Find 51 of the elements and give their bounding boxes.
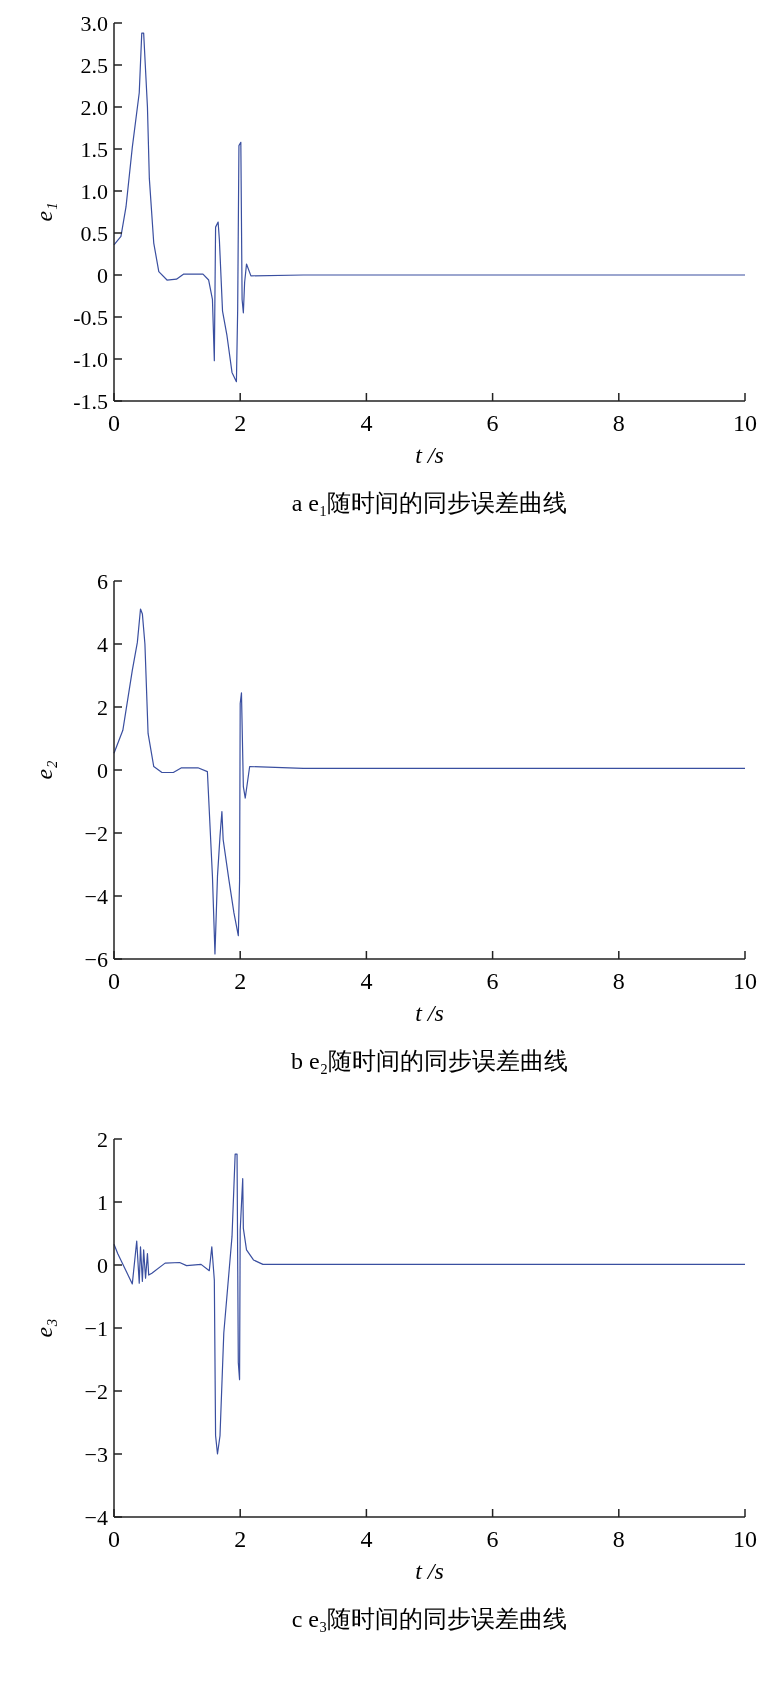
line-series <box>113 608 746 955</box>
y-tick-label: 0 <box>97 757 108 783</box>
y-tick-label: -0.5 <box>73 304 108 330</box>
x-tick-label: 6 <box>486 410 499 436</box>
y-tick-label: 1.5 <box>80 136 108 162</box>
y-tick-label: 2.5 <box>80 52 108 78</box>
y-tick-label: −1 <box>84 1315 108 1341</box>
y-tick-label: -1.5 <box>73 388 108 414</box>
text: c e₃随时间的同步误差曲线 <box>291 1606 568 1632</box>
x-axis-title: t /s <box>415 1558 444 1584</box>
y-tick-label: 4 <box>97 631 108 657</box>
y-tick-label: −4 <box>84 883 108 909</box>
y-tick-label: −2 <box>84 820 108 846</box>
y-tick-label: −6 <box>84 946 108 972</box>
y-axis-title: e₂ <box>31 760 57 780</box>
y-tick-label: -1.0 <box>73 346 108 372</box>
x-tick-label: 6 <box>486 968 499 994</box>
x-axis-title: t /s <box>415 442 444 468</box>
x-tick-label: 10 <box>733 968 757 994</box>
text: b e₂随时间的同步误差曲线 <box>290 1048 569 1074</box>
x-tick-label: 2 <box>234 968 247 994</box>
y-axis-title: e₃ <box>31 1318 57 1338</box>
y-tick-label: 1 <box>97 1189 108 1215</box>
y-tick-label: −3 <box>84 1441 108 1467</box>
x-tick-label: 2 <box>234 410 247 436</box>
x-tick-label: 8 <box>612 410 625 436</box>
x-axis-title: t /s <box>415 1000 444 1026</box>
x-tick-label: 8 <box>612 968 625 994</box>
x-tick-label: 4 <box>360 410 373 436</box>
x-tick-label: 6 <box>486 1526 499 1552</box>
y-tick-label: 0.5 <box>80 220 108 246</box>
x-tick-label: 10 <box>733 410 757 436</box>
x-tick-label: 10 <box>733 1526 757 1552</box>
y-tick-label: 0 <box>97 1252 108 1278</box>
y-tick-label: 2 <box>97 694 108 720</box>
x-tick-label: 4 <box>360 1526 373 1552</box>
y-tick-label: −2 <box>84 1378 108 1404</box>
y-tick-label: 1.0 <box>80 178 108 204</box>
text: a e₁随时间的同步误差曲线 <box>291 490 568 516</box>
y-tick-label: 3.0 <box>80 10 108 36</box>
line-series <box>113 1153 746 1455</box>
y-axis-title: e₁ <box>31 202 57 222</box>
y-tick-label: 2 <box>97 1126 108 1152</box>
y-tick-label: 2.0 <box>80 94 108 120</box>
x-tick-label: 4 <box>360 968 373 994</box>
line-series <box>113 32 746 383</box>
y-tick-label: 6 <box>97 568 108 594</box>
y-tick-label: 0 <box>97 262 108 288</box>
x-tick-label: 8 <box>612 1526 625 1552</box>
x-tick-label: 2 <box>234 1526 247 1552</box>
y-tick-label: −4 <box>84 1504 108 1530</box>
